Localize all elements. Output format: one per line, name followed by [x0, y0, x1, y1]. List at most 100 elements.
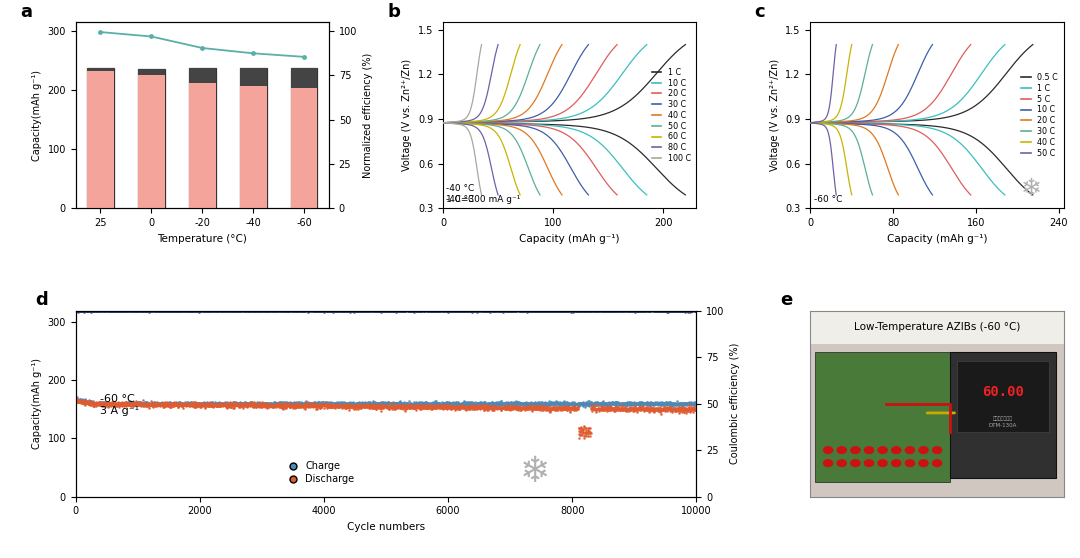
- Point: [125, 306, 143, 315]
- Point: [415, 306, 432, 315]
- Point: [378, 306, 395, 315]
- Point: [564, 405, 581, 414]
- Point: [416, 306, 433, 315]
- Point: [136, 400, 153, 408]
- Point: [200, 398, 217, 407]
- Point: [116, 399, 133, 408]
- Point: [99, 397, 117, 406]
- Point: [610, 306, 627, 315]
- Point: [188, 401, 205, 410]
- Point: [396, 307, 414, 316]
- Point: [490, 306, 508, 315]
- Point: [537, 306, 554, 315]
- Point: [349, 399, 366, 408]
- Point: [611, 399, 629, 408]
- Point: [147, 399, 164, 408]
- Point: [235, 400, 253, 409]
- Point: [125, 306, 143, 315]
- Point: [197, 398, 214, 407]
- Point: [445, 403, 462, 412]
- Point: [365, 306, 382, 315]
- Point: [309, 306, 326, 315]
- Circle shape: [905, 447, 915, 454]
- Point: [370, 402, 388, 411]
- Point: [212, 400, 229, 408]
- Point: [677, 306, 694, 315]
- Point: [153, 398, 171, 407]
- Point: [94, 306, 111, 315]
- Point: [260, 400, 278, 409]
- Point: [509, 401, 526, 410]
- Point: [283, 400, 300, 409]
- Point: [635, 398, 652, 407]
- Point: [460, 398, 477, 407]
- Point: [194, 399, 212, 408]
- Point: [583, 306, 600, 315]
- Point: [299, 401, 316, 410]
- Point: [116, 306, 133, 315]
- Point: [267, 400, 284, 409]
- Point: [404, 400, 421, 408]
- Point: [150, 398, 167, 407]
- Point: [438, 404, 456, 413]
- Point: [378, 400, 395, 408]
- Point: [414, 403, 431, 412]
- Point: [238, 400, 255, 408]
- Point: [470, 306, 487, 315]
- Point: [95, 400, 112, 408]
- Point: [396, 306, 414, 315]
- Point: [445, 306, 462, 315]
- Point: [202, 401, 219, 410]
- Point: [222, 398, 240, 407]
- Point: [160, 306, 177, 315]
- Point: [120, 399, 137, 408]
- Point: [330, 398, 348, 407]
- Point: [577, 306, 594, 315]
- Point: [437, 400, 455, 409]
- Point: [173, 306, 190, 315]
- Point: [463, 306, 481, 315]
- Point: [590, 405, 607, 413]
- Point: [93, 401, 110, 410]
- Point: [296, 401, 313, 410]
- Point: [334, 400, 351, 409]
- Point: [170, 401, 187, 410]
- Point: [490, 306, 508, 315]
- Point: [486, 306, 503, 315]
- Point: [647, 398, 664, 407]
- Point: [571, 400, 589, 409]
- Point: [438, 398, 456, 407]
- Point: [248, 306, 266, 315]
- Point: [607, 405, 624, 414]
- Point: [363, 403, 380, 412]
- Point: [279, 306, 296, 315]
- Point: [124, 399, 141, 408]
- Point: [462, 400, 480, 409]
- Point: [110, 400, 127, 409]
- Point: [362, 306, 379, 315]
- Point: [570, 430, 588, 439]
- Point: [334, 401, 351, 410]
- Point: [553, 306, 570, 315]
- Point: [554, 403, 571, 412]
- Point: [377, 403, 394, 412]
- Point: [124, 402, 141, 411]
- Point: [108, 400, 125, 409]
- Point: [499, 405, 516, 413]
- Point: [636, 306, 653, 315]
- Point: [657, 400, 674, 408]
- Point: [503, 405, 521, 413]
- Point: [626, 306, 644, 315]
- Point: [478, 404, 496, 413]
- Point: [648, 398, 665, 407]
- Point: [639, 403, 657, 412]
- Point: [535, 307, 552, 316]
- Point: [688, 306, 705, 315]
- Point: [213, 400, 230, 408]
- Point: [195, 399, 213, 408]
- Point: [426, 401, 443, 410]
- Point: [160, 400, 177, 409]
- Point: [139, 401, 157, 410]
- Point: [105, 400, 122, 408]
- Point: [472, 306, 489, 315]
